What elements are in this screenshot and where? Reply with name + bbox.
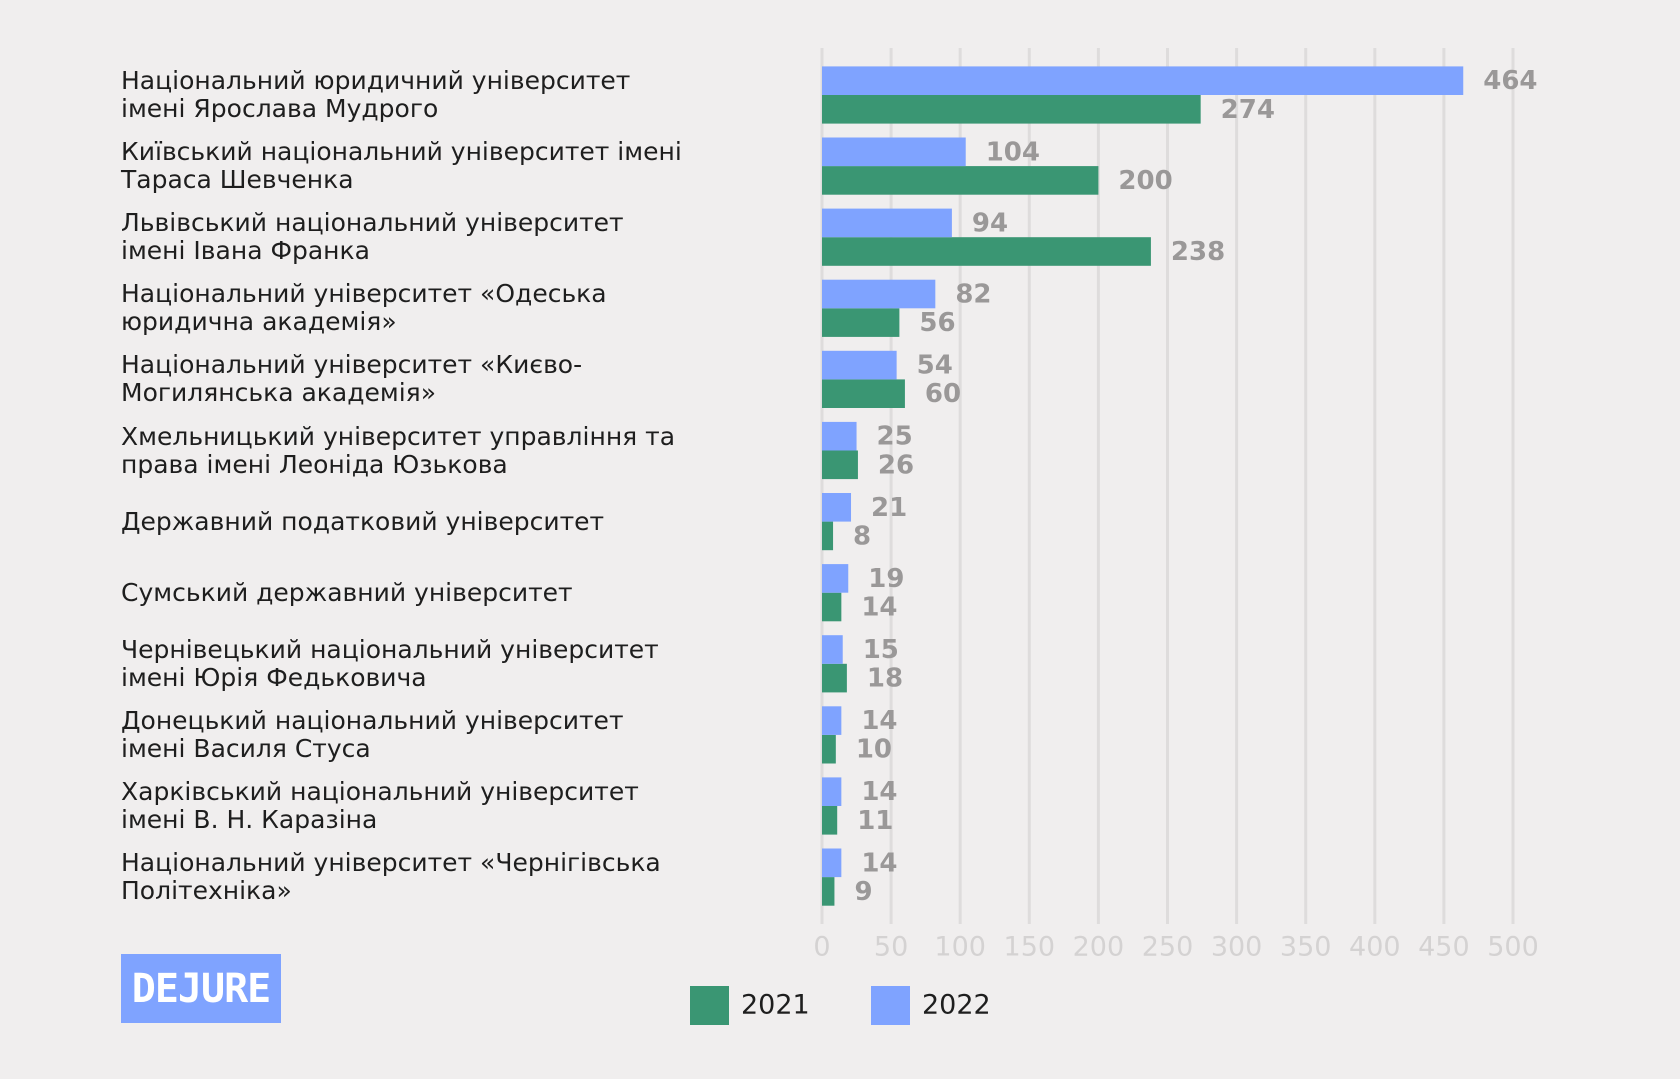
value-label: 25 bbox=[877, 422, 913, 452]
value-label: 60 bbox=[925, 379, 961, 409]
x-tick-label: 450 bbox=[1418, 932, 1470, 963]
category-label: Хмельницький університет управління та п… bbox=[121, 421, 676, 479]
bar bbox=[822, 95, 1201, 124]
bar bbox=[822, 806, 838, 835]
legend-swatch bbox=[690, 986, 729, 1025]
value-label: 10 bbox=[856, 735, 892, 765]
x-tick-label: 400 bbox=[1349, 932, 1401, 963]
legend-swatch bbox=[871, 986, 910, 1025]
logo: DEJURE bbox=[121, 954, 281, 1023]
value-label: 82 bbox=[955, 280, 991, 310]
value-label: 104 bbox=[986, 137, 1040, 167]
bar bbox=[822, 279, 936, 309]
bar bbox=[822, 379, 905, 408]
category-label: Київський національний університет імені… bbox=[121, 137, 682, 195]
x-tick-label: 100 bbox=[934, 932, 986, 963]
value-label: 54 bbox=[917, 351, 953, 381]
x-tick-label: 0 bbox=[813, 932, 830, 963]
value-label: 14 bbox=[861, 777, 897, 807]
bar bbox=[822, 706, 842, 735]
x-tick-label: 500 bbox=[1487, 932, 1539, 963]
value-label: 56 bbox=[919, 308, 955, 338]
category-label: Національний університет «Чернігівська П… bbox=[121, 848, 661, 906]
bar bbox=[822, 564, 849, 593]
category-label: Чернівецький національний університет ім… bbox=[121, 634, 659, 692]
value-label: 19 bbox=[868, 564, 904, 594]
bar bbox=[822, 450, 858, 480]
bar bbox=[822, 592, 842, 622]
value-label: 26 bbox=[878, 450, 914, 480]
value-label: 94 bbox=[972, 208, 1008, 238]
value-label: 200 bbox=[1118, 166, 1172, 196]
value-label: 274 bbox=[1221, 95, 1275, 125]
category-label: Сумський державний університет bbox=[121, 577, 573, 607]
value-label: 14 bbox=[861, 593, 897, 623]
bar bbox=[822, 237, 1151, 266]
category-label: Національний університет «Києво- Могилян… bbox=[121, 350, 583, 408]
x-tick-label: 150 bbox=[1004, 932, 1056, 963]
bar bbox=[822, 493, 852, 522]
x-tick-label: 300 bbox=[1211, 932, 1263, 963]
value-label: 18 bbox=[867, 664, 903, 694]
bar bbox=[822, 734, 836, 764]
x-tick-label: 350 bbox=[1280, 932, 1332, 963]
bar bbox=[822, 66, 1464, 95]
value-label: 9 bbox=[854, 877, 872, 907]
bar bbox=[822, 848, 842, 878]
bar bbox=[822, 208, 952, 238]
legend-label: 2021 bbox=[741, 990, 810, 1021]
value-label: 464 bbox=[1483, 66, 1537, 96]
value-label: 14 bbox=[861, 706, 897, 736]
value-label: 238 bbox=[1171, 237, 1225, 267]
category-label: Харківський національний університет іме… bbox=[121, 777, 639, 834]
value-label: 14 bbox=[861, 848, 897, 878]
bar bbox=[822, 877, 835, 906]
bar bbox=[822, 521, 834, 551]
category-label: Національний юридичний університет імені… bbox=[121, 66, 631, 123]
bar bbox=[822, 350, 897, 380]
category-label: Державний податковий університет bbox=[121, 506, 605, 536]
x-tick-label: 250 bbox=[1142, 932, 1194, 963]
bar bbox=[822, 137, 966, 167]
category-label: Львівський національний університет імен… bbox=[121, 208, 624, 266]
bar bbox=[822, 635, 843, 664]
bar bbox=[822, 663, 847, 693]
bar bbox=[822, 421, 857, 451]
x-tick-label: 50 bbox=[874, 932, 908, 963]
value-label: 11 bbox=[857, 806, 893, 836]
category-label: Донецький національний університет імені… bbox=[121, 705, 624, 763]
category-label: Національний університет «Одеська юридич… bbox=[121, 279, 607, 337]
value-label: 8 bbox=[853, 521, 871, 551]
bar bbox=[822, 308, 900, 337]
bar bbox=[822, 166, 1099, 195]
value-label: 21 bbox=[871, 493, 907, 523]
bar bbox=[822, 777, 842, 806]
value-label: 15 bbox=[863, 635, 899, 665]
x-tick-label: 200 bbox=[1073, 932, 1125, 963]
legend-label: 2022 bbox=[922, 990, 991, 1021]
